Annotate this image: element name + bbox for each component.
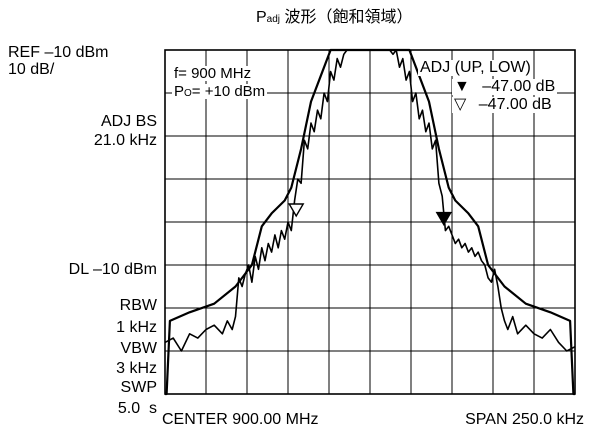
rbw-value: 1 kHz [116, 319, 157, 336]
display-line-label: DL –10 dBm [68, 261, 157, 278]
adj-upper-row: ▼ –47.00 dB [452, 78, 558, 95]
chart-title-rest: 波形（飽和領域） [280, 9, 413, 26]
inset-power-subscript: O [184, 88, 192, 99]
inset-power-prefix: P [174, 83, 185, 100]
chart-title-subscript: adj [266, 14, 281, 25]
upper-marker [435, 211, 453, 226]
ref-level-label: REF –10 dBm [8, 44, 109, 61]
inset-freq-label: f= 900 MHz [172, 65, 254, 82]
vbw-label: VBW [120, 340, 157, 357]
adj-bs-value: 21.0 kHz [93, 132, 157, 149]
adj-upper-value: –47.00 dB [482, 78, 556, 95]
swp-value: 5.0 s [117, 400, 157, 417]
chart-title-main: P [256, 9, 267, 26]
plot-traces [164, 48, 576, 396]
lower-marker [287, 203, 305, 218]
rbw-label: RBW [119, 297, 157, 314]
adj-lower-row: ▽ –47.00 dB [452, 97, 554, 113]
adj-header: ADJ (UP, LOW) [418, 59, 533, 76]
filled-triangle-icon: ▼ [454, 78, 470, 95]
inset-power-rest: = +10 dBm [191, 83, 266, 100]
open-triangle-icon: ▽ [454, 96, 467, 113]
chart-title: Padj 波形（飽和領域） [256, 10, 412, 26]
swp-label: SWP [120, 379, 157, 396]
plot-markers [287, 203, 453, 226]
measured-trace [164, 49, 576, 352]
inset-power-label: PO= +10 dBm [172, 83, 268, 100]
vbw-value: 3 kHz [116, 360, 157, 377]
x-axis-center-label: CENTER 900.00 MHz [162, 411, 319, 428]
scale-label: 10 dB/ [8, 61, 55, 78]
adj-lower-value: –47.00 dB [478, 96, 552, 113]
x-axis-span-label: SPAN 250.0 kHz [465, 411, 584, 428]
adj-bs-label: ADJ BS [100, 113, 157, 130]
